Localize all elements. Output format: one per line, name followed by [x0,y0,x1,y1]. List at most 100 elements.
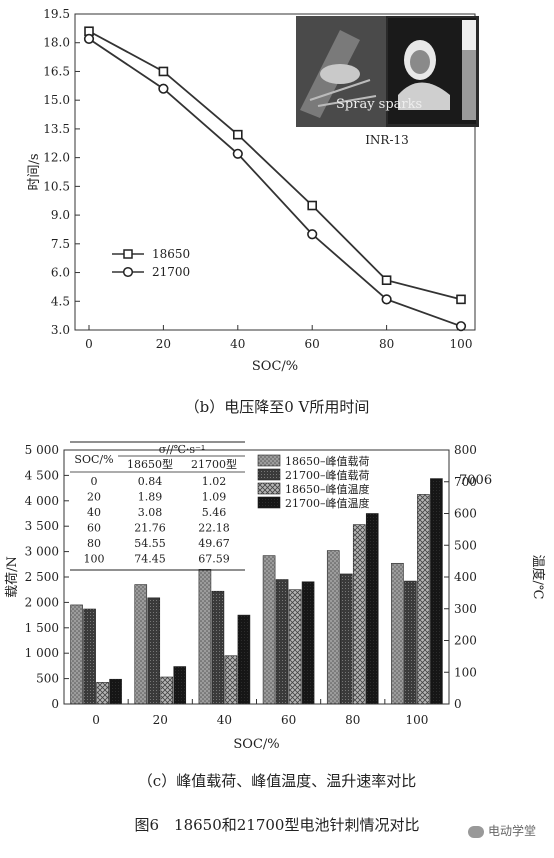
c-legend-swatch [257,454,281,467]
c-legend-label: 21700–峰值温度 [285,496,370,510]
rate-table: σ//℃·s⁻¹ SOC/% 18650型 21700型 0 0.84 1.02 20… [70,441,245,571]
c-legend-label: 18650–峰值载荷 [285,455,370,468]
table-cell-value: 0.84 [138,475,163,488]
b-x-axis-label: SOC/% [252,359,298,374]
c-y-tick-label-right: 500 [454,538,477,552]
c-y-tick-label-left: 0 [51,697,59,711]
b-y-tick-label: 10.5 [43,179,70,193]
c-legend-swatch [257,482,281,495]
c-y-axis-left: 0 500 1 000 1 500 2 000 2 500 3 000 3 500 4 000 4… [25,443,69,711]
c-y-tick-label-right: 700 [454,475,477,489]
b-point-21700 [381,294,392,305]
c-bar-21700–峰值温度 [301,581,315,705]
b-x-tick-label: 80 [379,337,394,351]
wechat-icon [467,825,484,838]
c-bar-21700–峰值载荷 [404,580,417,705]
b-y-tick-label: 13.5 [43,122,70,136]
inset-overlay-text: Spray sparks [336,97,422,112]
c-bar-18650–峰值载荷 [262,555,276,705]
b-point-21700 [83,33,95,44]
c-x-tick-label: 100 [405,713,428,727]
table-cell-value: 5.46 [202,506,227,519]
c-legend-swatch [257,496,281,509]
c-bar-21700–峰值温度 [109,678,122,705]
c-y-tick-label-right: 200 [454,634,477,648]
c-bars-group [70,478,443,705]
c-y-tick-label-left: 5 000 [25,443,59,457]
c-y-tick-label-left: 2 500 [25,570,59,584]
c-bar-18650–峰值温度 [352,524,366,705]
c-y-tick-label-right: 600 [454,507,477,521]
b-point-21700 [158,83,169,94]
c-bar-21700–峰值温度 [430,478,443,705]
c-legend-swatch [257,468,281,481]
table-rows: 0 0.84 1.02 20 1.89 1.09 40 3.08 5.46 60 21.76 22.1… [84,475,230,566]
inset-photo: Spray sparks [296,16,479,127]
b-legend: 18650 21700 [112,247,190,279]
b-x-tick-label: 20 [156,337,171,351]
table-cell-value: 1.02 [202,475,227,488]
b-x-tick-label: 100 [450,337,473,351]
c-bar-18650–峰值温度 [96,682,109,705]
c-y-tick-label-left: 3 500 [25,519,59,533]
table-cell-soc: 20 [87,491,101,504]
c-stray-text: 7006 [459,473,492,488]
c-bar-21700–峰值载荷 [147,597,161,705]
table-cell-value: 3.08 [138,506,163,519]
caption-c: （c）峰值载荷、峰值温度、温升速率对比 [137,772,417,790]
b-plot-frame [74,13,476,331]
table-cell-soc: 40 [87,506,101,519]
table-cell-value: 22.18 [198,522,230,535]
c-y-tick-label-left: 1 500 [25,621,59,635]
c-y-axis-label-right: 温度/℃ [530,555,546,600]
c-plot-frame [63,449,450,705]
b-point-21700 [307,229,318,240]
c-x-axis: 0 20 40 60 80 100 [92,699,450,727]
table-cell-soc: 80 [87,537,101,550]
b-point-21700 [232,148,243,159]
b-point-18650 [233,129,243,140]
c-bar-21700–峰值温度 [173,666,187,705]
chart-c-bar: 0 500 1 000 1 500 2 000 2 500 3 000 3 500 4 000 4… [5,441,546,752]
b-legend-marker [122,266,134,278]
c-bar-18650–峰值温度 [288,589,302,705]
b-x-tick-label: 40 [230,337,245,351]
table-cell-value: 1.09 [202,491,227,504]
b-y-tick-label: 3.0 [51,323,70,337]
c-y-tick-label-right: 100 [454,665,477,679]
c-y-tick-label-left: 4 000 [25,494,59,508]
c-y-tick-label-left: 4 500 [25,468,59,482]
c-bar-18650–峰值温度 [224,655,238,705]
b-x-axis: 0 20 40 60 80 100 [85,325,472,351]
b-legend-label: 21700 [152,265,190,279]
c-bar-18650–峰值载荷 [391,562,404,705]
table-cell-value: 54.55 [134,537,166,550]
table-cell-value: 49.67 [198,537,230,550]
table-cell-value: 21.76 [134,522,166,535]
b-point-21700 [455,321,467,332]
c-x-tick-label: 80 [345,713,360,727]
b-y-tick-label: 6.0 [51,266,70,280]
b-y-tick-label: 4.5 [51,294,70,308]
b-y-tick-label: 16.5 [43,64,70,78]
b-point-18650 [307,200,318,211]
c-x-tick-label: 0 [92,713,100,727]
c-x-tick-label: 40 [217,713,232,727]
c-y-axis-right: 0 100 200 300 400 500 600 700 800 [444,443,477,711]
b-point-18650 [456,294,466,305]
b-y-tick-label: 18.0 [43,36,70,50]
c-bar-18650–峰值载荷 [198,569,212,705]
table-cell-soc: 0 [91,475,98,488]
table-cell-soc: 60 [87,522,101,535]
b-series-group [83,26,467,332]
b-y-tick-label: 15.0 [43,93,70,107]
table-col-soc: SOC/% [74,453,113,466]
b-point-18650 [158,66,169,77]
table-cell-value: 74.45 [134,553,166,566]
c-y-tick-label-right: 400 [454,570,477,584]
b-series-line-18650 [88,30,462,301]
c-legend-label: 21700–峰值载荷 [285,469,370,482]
b-y-axis-label: 时间/s [27,153,42,190]
